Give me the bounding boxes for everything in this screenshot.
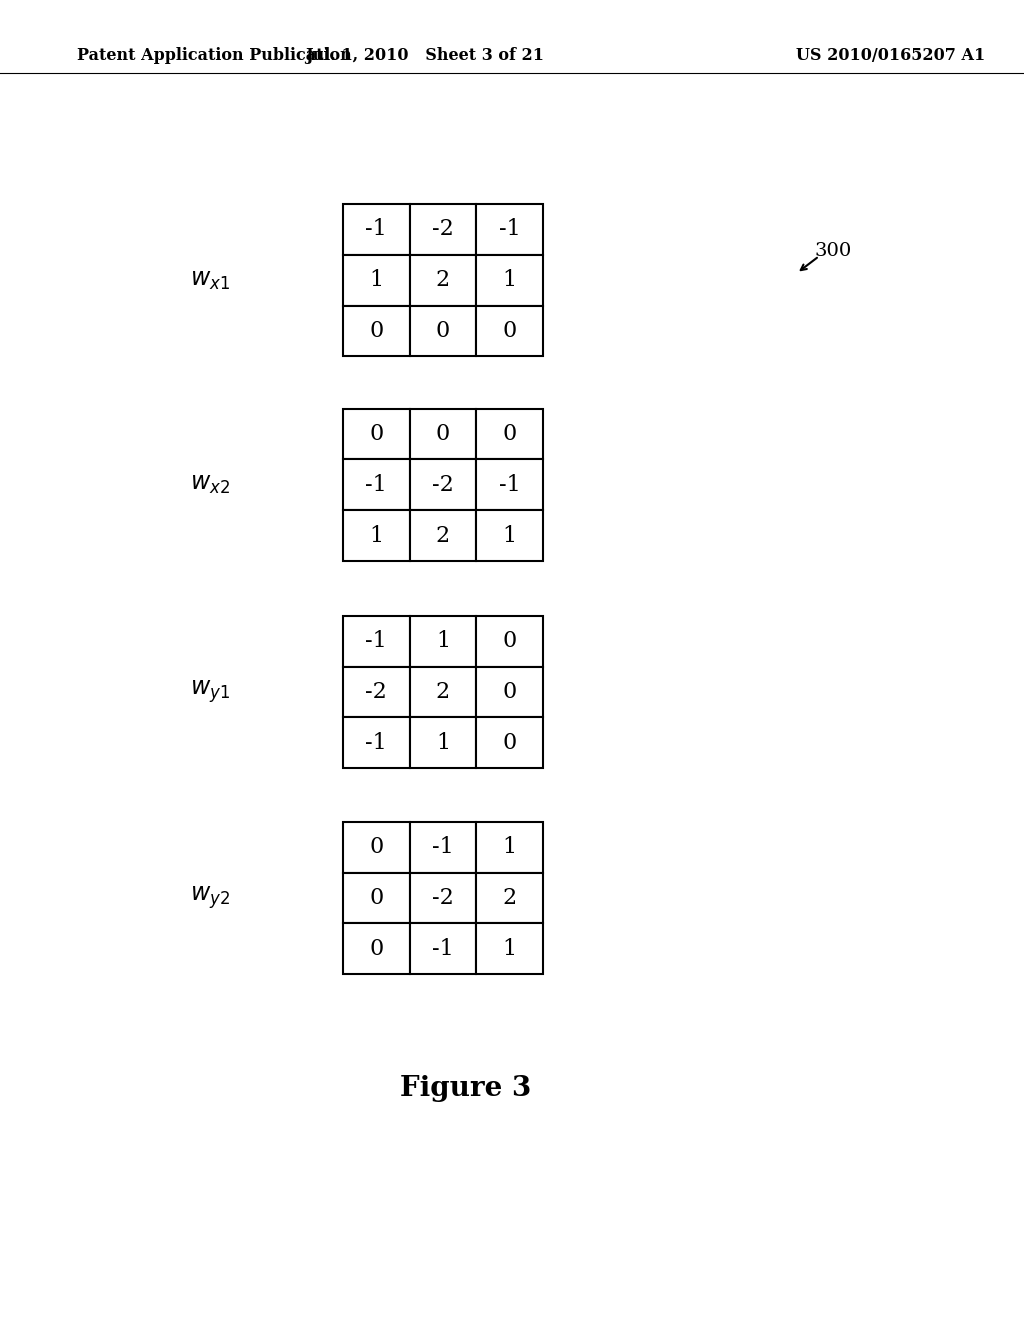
FancyBboxPatch shape xyxy=(410,718,476,768)
FancyBboxPatch shape xyxy=(410,873,476,924)
Text: 0: 0 xyxy=(370,319,383,342)
FancyBboxPatch shape xyxy=(476,409,543,459)
FancyBboxPatch shape xyxy=(343,718,410,768)
Text: -1: -1 xyxy=(366,731,387,754)
Text: 1: 1 xyxy=(503,836,516,858)
Text: 1: 1 xyxy=(503,269,516,292)
Text: 2: 2 xyxy=(436,269,450,292)
FancyBboxPatch shape xyxy=(343,873,410,924)
Text: 1: 1 xyxy=(503,524,516,546)
FancyBboxPatch shape xyxy=(476,255,543,306)
Text: -2: -2 xyxy=(432,474,454,496)
Text: -1: -1 xyxy=(499,218,520,240)
Text: -2: -2 xyxy=(432,887,454,909)
FancyBboxPatch shape xyxy=(410,511,476,561)
FancyBboxPatch shape xyxy=(410,615,476,667)
Text: $w_{x1}$: $w_{x1}$ xyxy=(189,269,230,292)
FancyBboxPatch shape xyxy=(410,306,476,356)
FancyBboxPatch shape xyxy=(343,511,410,561)
FancyBboxPatch shape xyxy=(343,924,410,974)
FancyBboxPatch shape xyxy=(476,511,543,561)
Text: 0: 0 xyxy=(370,937,383,960)
FancyBboxPatch shape xyxy=(410,924,476,974)
Text: 0: 0 xyxy=(370,887,383,909)
Text: -1: -1 xyxy=(432,937,454,960)
Text: -1: -1 xyxy=(366,630,387,652)
Text: -1: -1 xyxy=(499,474,520,496)
FancyBboxPatch shape xyxy=(476,306,543,356)
FancyBboxPatch shape xyxy=(343,459,410,511)
FancyBboxPatch shape xyxy=(476,667,543,718)
Text: 0: 0 xyxy=(503,422,516,445)
FancyBboxPatch shape xyxy=(343,205,410,255)
Text: $w_{x2}$: $w_{x2}$ xyxy=(189,474,230,496)
Text: -1: -1 xyxy=(366,474,387,496)
FancyBboxPatch shape xyxy=(343,667,410,718)
FancyBboxPatch shape xyxy=(343,255,410,306)
Text: $w_{y1}$: $w_{y1}$ xyxy=(189,678,230,705)
Text: -2: -2 xyxy=(432,218,454,240)
Text: 0: 0 xyxy=(436,422,450,445)
Text: 1: 1 xyxy=(436,731,450,754)
FancyBboxPatch shape xyxy=(476,821,543,873)
FancyBboxPatch shape xyxy=(343,821,410,873)
Text: Jul. 1, 2010   Sheet 3 of 21: Jul. 1, 2010 Sheet 3 of 21 xyxy=(305,48,545,63)
FancyBboxPatch shape xyxy=(410,667,476,718)
Text: 1: 1 xyxy=(370,269,383,292)
FancyBboxPatch shape xyxy=(410,409,476,459)
Text: Figure 3: Figure 3 xyxy=(400,1076,531,1102)
FancyBboxPatch shape xyxy=(476,718,543,768)
FancyBboxPatch shape xyxy=(476,873,543,924)
FancyBboxPatch shape xyxy=(476,924,543,974)
FancyBboxPatch shape xyxy=(410,821,476,873)
Text: US 2010/0165207 A1: US 2010/0165207 A1 xyxy=(797,48,985,63)
Text: 2: 2 xyxy=(436,681,450,704)
Text: 2: 2 xyxy=(503,887,516,909)
Text: 300: 300 xyxy=(814,242,851,260)
Text: 1: 1 xyxy=(370,524,383,546)
Text: $w_{y2}$: $w_{y2}$ xyxy=(189,884,230,911)
Text: 0: 0 xyxy=(503,681,516,704)
FancyBboxPatch shape xyxy=(410,205,476,255)
Text: 0: 0 xyxy=(503,319,516,342)
Text: 0: 0 xyxy=(503,630,516,652)
FancyBboxPatch shape xyxy=(343,306,410,356)
Text: 0: 0 xyxy=(370,836,383,858)
Text: 2: 2 xyxy=(436,524,450,546)
Text: -2: -2 xyxy=(366,681,387,704)
FancyBboxPatch shape xyxy=(410,255,476,306)
FancyBboxPatch shape xyxy=(410,459,476,511)
Text: Patent Application Publication: Patent Application Publication xyxy=(77,48,351,63)
Text: 0: 0 xyxy=(436,319,450,342)
FancyBboxPatch shape xyxy=(343,409,410,459)
Text: -1: -1 xyxy=(366,218,387,240)
Text: 0: 0 xyxy=(370,422,383,445)
FancyBboxPatch shape xyxy=(343,615,410,667)
FancyBboxPatch shape xyxy=(476,459,543,511)
FancyBboxPatch shape xyxy=(476,205,543,255)
Text: 1: 1 xyxy=(436,630,450,652)
Text: 1: 1 xyxy=(503,937,516,960)
FancyBboxPatch shape xyxy=(476,615,543,667)
Text: -1: -1 xyxy=(432,836,454,858)
Text: 0: 0 xyxy=(503,731,516,754)
